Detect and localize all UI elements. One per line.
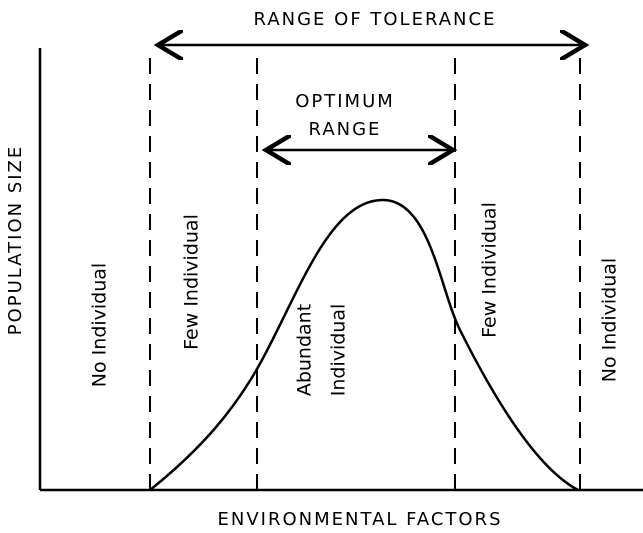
zone-label: No Individual — [599, 258, 621, 382]
zone-label: Few Individual — [181, 214, 203, 350]
zone-label: Individual — [328, 304, 350, 397]
optimum-label: RANGE — [309, 119, 382, 140]
y-axis-label: POPULATION SIZE — [5, 145, 26, 336]
optimum-label: OPTIMUM — [295, 91, 395, 112]
zone-labels: No Individual Few Individual Abundant Indiv… — [89, 202, 621, 396]
zone-label: Few Individual — [479, 202, 501, 338]
tolerance-label: RANGE OF TOLERANCE — [254, 9, 497, 30]
zone-label: Abundant — [294, 304, 316, 396]
tolerance-curve — [149, 198, 579, 492]
zone-label: No Individual — [89, 263, 111, 387]
x-axis-label: ENVIRONMENTAL FACTORS — [218, 509, 503, 530]
